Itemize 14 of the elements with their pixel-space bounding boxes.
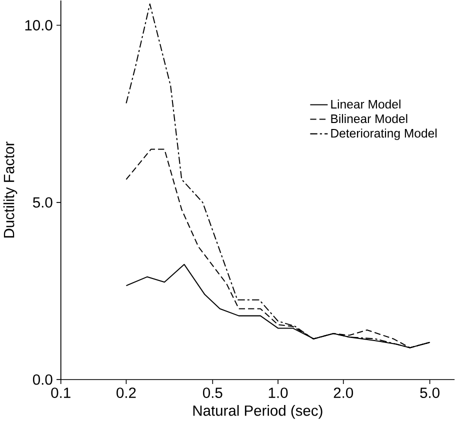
y-tick-label: 5.0	[32, 197, 52, 208]
y-tick-label: 0.0	[32, 374, 52, 385]
x-tick-label: 0.2	[116, 387, 136, 398]
legend-label: Bilinear Model	[331, 114, 408, 123]
x-tick-label: 0.1	[51, 387, 70, 398]
y-axis-title: Ductility Factor	[3, 141, 18, 238]
legend-label: Linear Model	[331, 99, 400, 108]
x-tick-label: 2.0	[334, 387, 354, 398]
x-tick-label: 0.5	[202, 387, 222, 398]
legend-label: Deteriorating Model	[331, 128, 437, 140]
x-axis-title: Natural Period (sec)	[193, 404, 322, 419]
x-tick-label: 1.0	[268, 387, 288, 398]
y-tick-label: 10.0	[25, 20, 52, 30]
x-tick-label: 5.0	[420, 387, 440, 398]
